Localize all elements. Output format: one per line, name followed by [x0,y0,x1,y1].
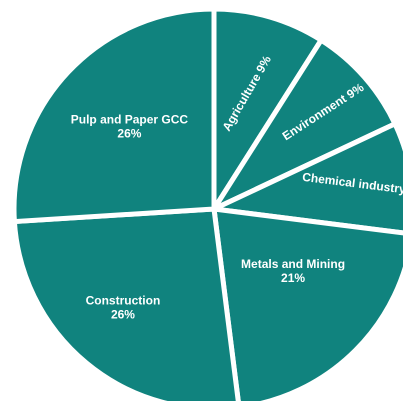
slice-percent-metals-and-mining: 21% [281,271,305,285]
pie-slice-metals-and-mining [214,209,403,401]
slice-name-pulp-and-paper-gcc: Pulp and Paper GCC [71,113,189,127]
slice-name-construction: Construction [86,294,161,308]
slice-name-metals-and-mining: Metals and Mining [241,257,345,271]
slice-percent-pulp-and-paper-gcc: 26% [117,127,141,141]
slice-percent-construction: 26% [111,308,135,322]
